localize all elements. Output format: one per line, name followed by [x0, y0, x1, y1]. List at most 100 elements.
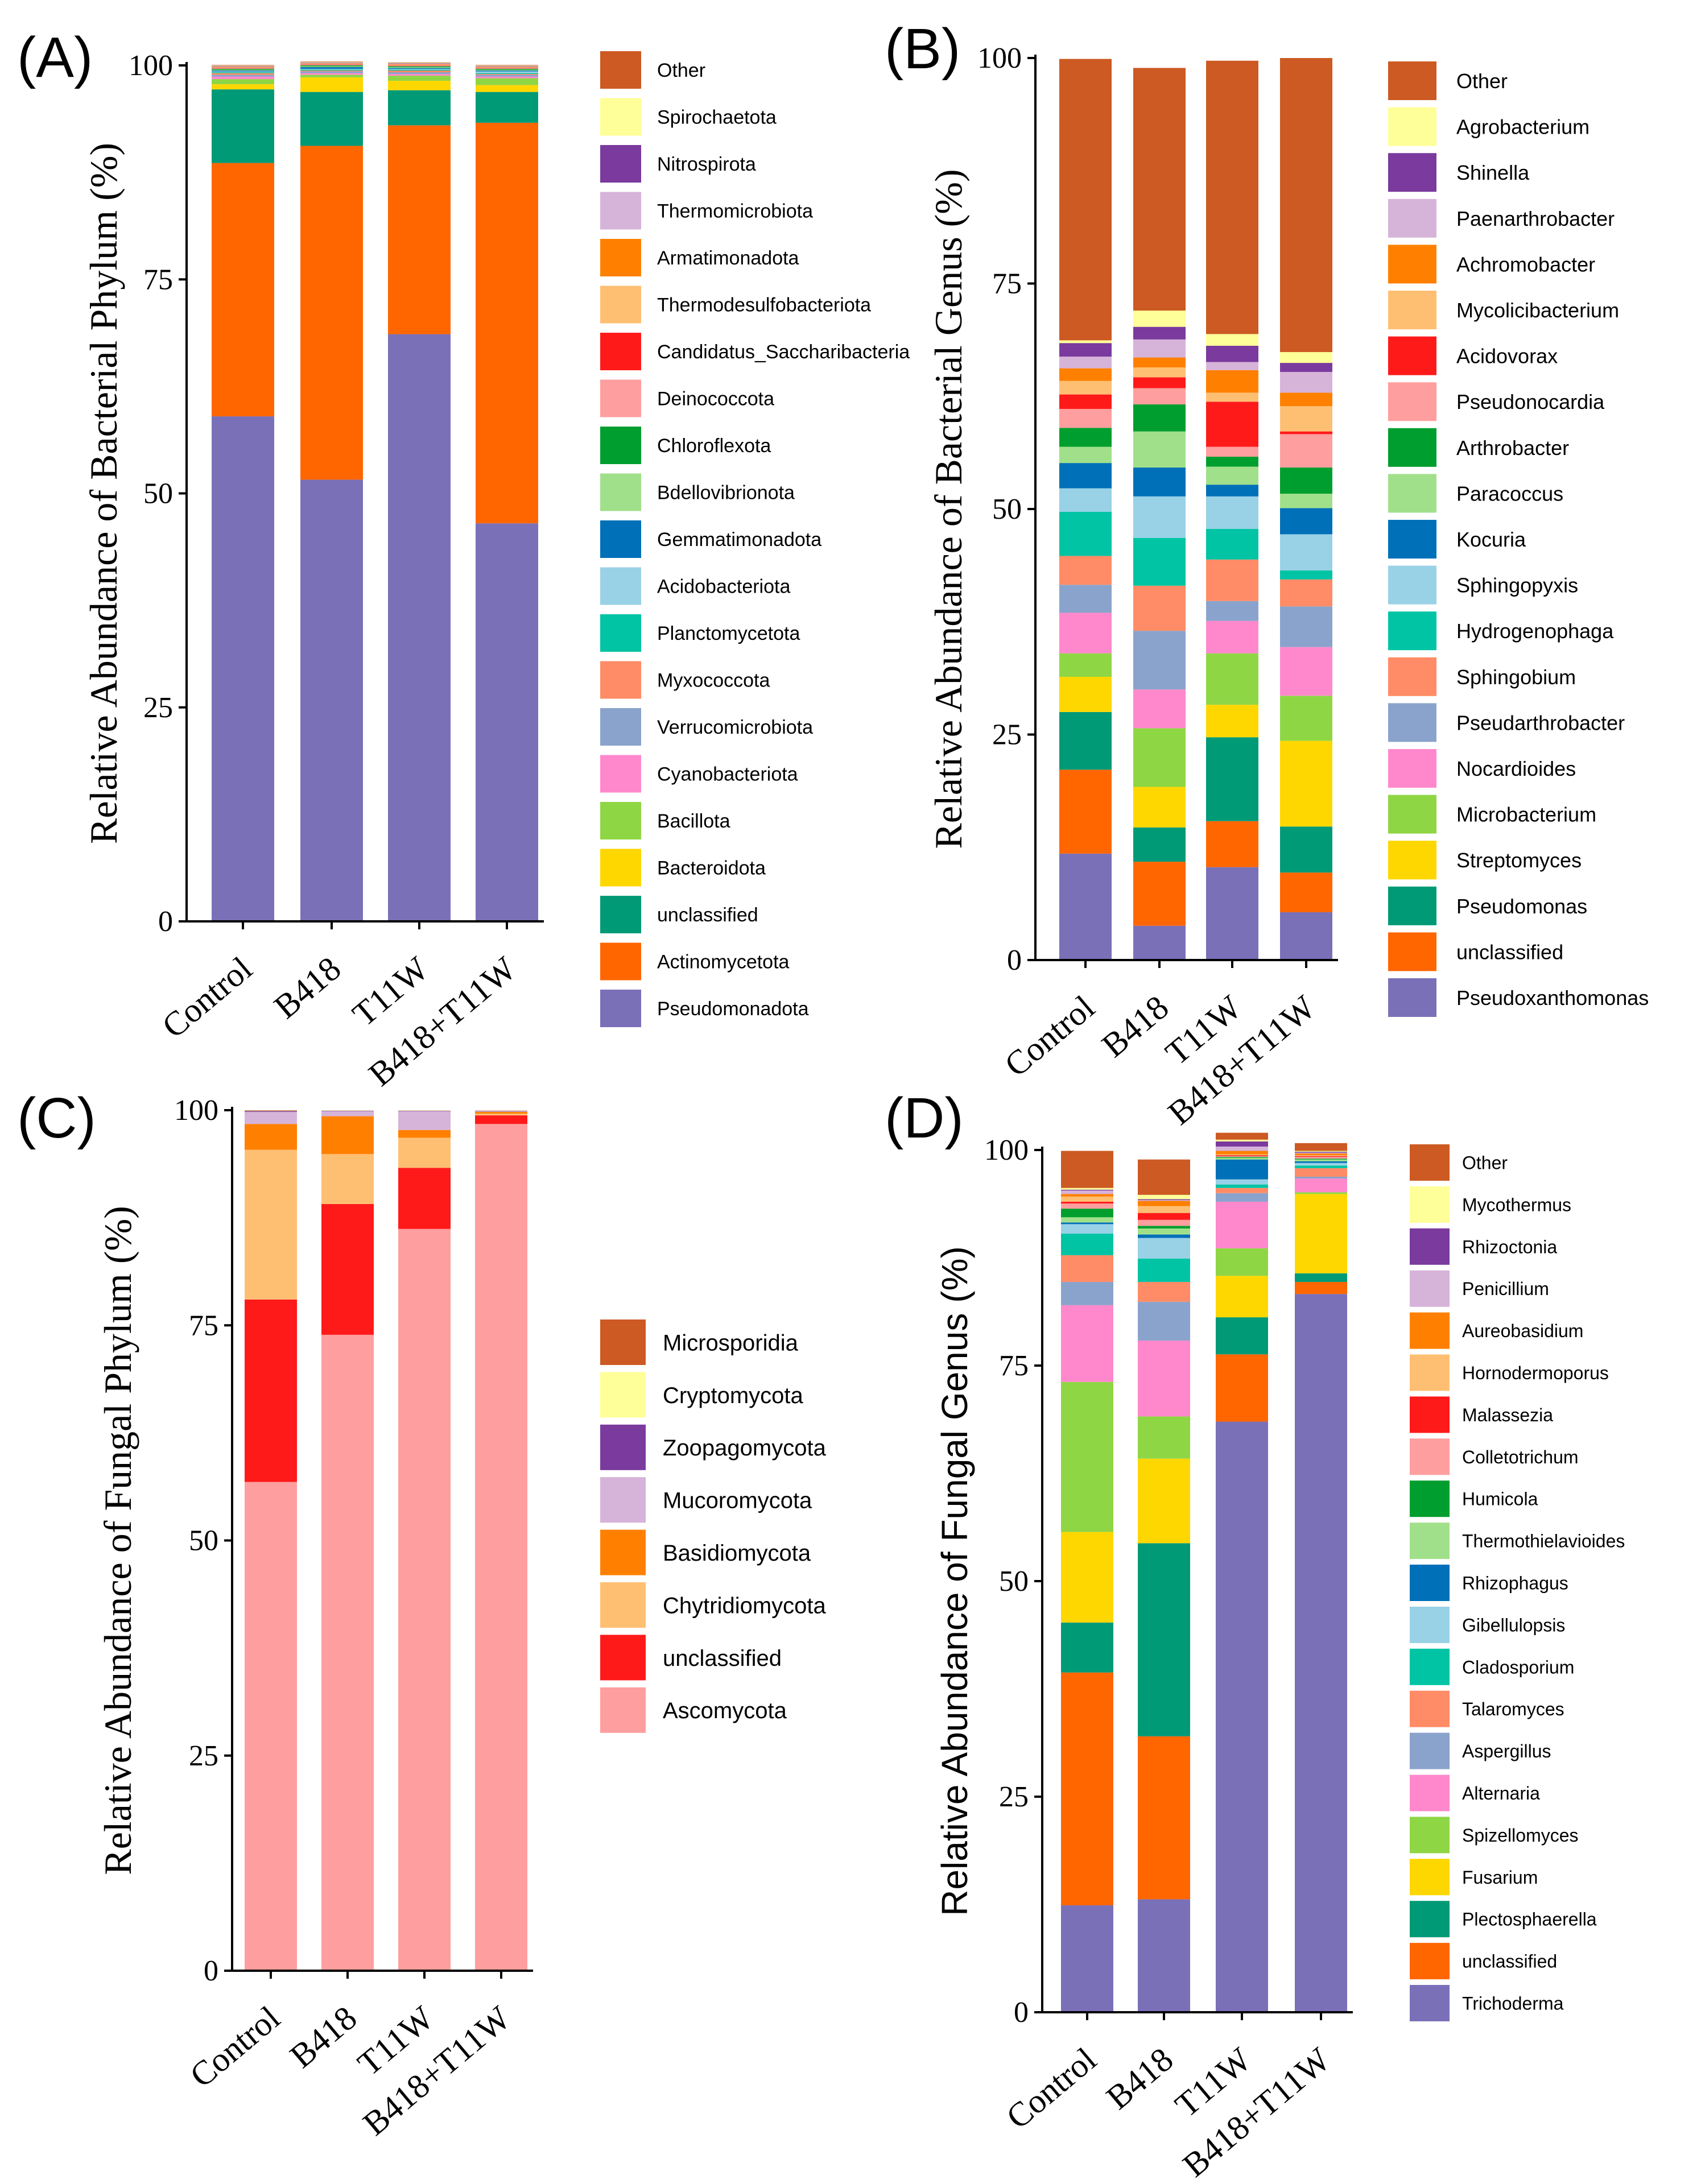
bar-segment-mycolicibacterium-b418: [1133, 367, 1186, 378]
legend-swatch-microbacterium: [1388, 795, 1436, 834]
bar-segment-talaromyces-control: [1061, 1255, 1113, 1282]
bar-segment-pseudomonadota-control: [212, 416, 274, 921]
bar-segment-cladosporium-control: [1061, 1234, 1113, 1255]
legend-label-aspergillus: Aspergillus: [1462, 1741, 1551, 1761]
bar-segment-pseudomonadota-t11w: [388, 334, 451, 921]
bar-segment-hornodermoporus-b418: [1138, 1206, 1190, 1213]
bar-segment-streptomyces-t11w: [1206, 705, 1258, 738]
bar-segment-paenarthrobacter-control: [1059, 356, 1112, 369]
bar-segment-other-b418: [300, 61, 363, 62]
bar-segment-armatimonadota-b418: [300, 63, 363, 64]
bar-segment-unclassified-b418-t11w: [1295, 1281, 1347, 1294]
x-tick-label-b418: B418: [283, 1999, 364, 2075]
legend-label-pseudarthrobacter: Pseudarthrobacter: [1456, 711, 1625, 734]
bar-segment-unclassified-b418: [300, 92, 363, 146]
legend-label-arthrobacter: Arthrobacter: [1456, 436, 1569, 460]
bar-segment-hornodermoporus-b418-t11w: [1295, 1155, 1347, 1156]
legend-label-agrobacterium: Agrobacterium: [1456, 115, 1589, 139]
bar-segment-aureobasidium-t11w: [1216, 1151, 1268, 1155]
legend-swatch-unclassified: [1388, 932, 1436, 971]
legend-label-other: Other: [1462, 1153, 1508, 1173]
y-tick-label-0: 0: [204, 1955, 218, 1987]
legend-swatch-arthrobacter: [1388, 428, 1436, 467]
bar-segment-malassezia-t11w: [1216, 1155, 1268, 1156]
legend-label-aureobasidium: Aureobasidium: [1462, 1321, 1583, 1341]
bar-segment-plectosphaerella-t11w: [1216, 1317, 1268, 1355]
legend-label-myxococcota: Myxococcota: [657, 670, 770, 692]
legend-swatch-bacillota: [600, 802, 641, 839]
bar-segment-agrobacterium-t11w: [1206, 334, 1258, 346]
legend-label-actinomycetota: Actinomycetota: [657, 952, 790, 973]
bar-segment-cladosporium-b418-t11w: [1295, 1165, 1347, 1168]
legend-swatch-mycolicibacterium: [1388, 291, 1436, 329]
bar-segment-other-b418-t11w: [1295, 1143, 1347, 1151]
bar-segment-deinococcota-b418-t11w: [476, 68, 538, 69]
bar-segment-thermodesulfobacteriota-b418-t11w: [476, 67, 538, 68]
bar-segment-bacteroidota-t11w: [388, 81, 451, 90]
legend-label-unclassified: unclassified: [1456, 940, 1563, 963]
bar-segment-alternaria-b418-t11w: [1295, 1178, 1347, 1193]
bar-segment-humicola-t11w: [1216, 1157, 1268, 1158]
bar-segment-paenarthrobacter-t11w: [1206, 362, 1258, 370]
legend-swatch-other: [1388, 61, 1436, 100]
bar-segment-hornodermoporus-t11w: [1216, 1154, 1268, 1156]
bar-segment-pseudonocardia-control: [1059, 408, 1112, 428]
bar-segment-microbacterium-control: [1059, 653, 1112, 677]
bar-segment-sphingobium-b418-t11w: [1280, 579, 1332, 607]
bar-segment-pseudomonas-b418-t11w: [1280, 826, 1332, 873]
bar-segment-aspergillus-control: [1061, 1281, 1113, 1305]
legend-swatch-alternaria: [1410, 1774, 1450, 1811]
legend-label-sphingopyxis: Sphingopyxis: [1456, 574, 1578, 597]
y-tick-label-75: 75: [992, 268, 1022, 300]
bar-segment-rhizophagus-control: [1061, 1222, 1113, 1225]
bar-segment-colletotrichum-b418-t11w: [1295, 1157, 1347, 1159]
bar-segment-cryptomycota-b418: [321, 1110, 374, 1111]
legend-label-chloroflexota: Chloroflexota: [657, 435, 771, 457]
y-tick-label-0: 0: [158, 905, 173, 938]
legend-label-spirochaetota: Spirochaetota: [657, 107, 777, 129]
bar-segment-achromobacter-b418: [1133, 357, 1186, 367]
bar-segment-streptomyces-b418-t11w: [1280, 741, 1332, 827]
panel-letter: (B): [885, 17, 960, 81]
bar-segment-basidiomycota-t11w: [398, 1130, 451, 1138]
bar-segment-spirochaetota-control: [212, 65, 274, 66]
bar-segment-unclassified-b418-t11w: [475, 1115, 527, 1124]
legend-swatch-aspergillus: [1410, 1732, 1450, 1769]
legend-label-kocuria: Kocuria: [1456, 528, 1526, 551]
bar-segment-rhizoctonia-b418: [1138, 1199, 1190, 1200]
bar-segment-actinomycetota-control: [212, 163, 274, 417]
bar-segment-other-t11w: [1216, 1132, 1268, 1140]
legend-label-verrucomicrobiota: Verrucomicrobiota: [657, 717, 813, 738]
legend-swatch-sphingopyxis: [1388, 565, 1436, 605]
bar-segment-spizellomyces-t11w: [1216, 1248, 1268, 1276]
bar-segment-mycothermus-b418-t11w: [1295, 1151, 1347, 1152]
bar-segment-cryptomycota-t11w: [398, 1110, 451, 1111]
bar-segment-planctomycetota-t11w: [388, 69, 451, 71]
legend-label-paracoccus: Paracoccus: [1456, 482, 1563, 505]
bar-segment-mucoromycota-control: [245, 1112, 297, 1124]
bar-segment-bdellovibrionota-b418-t11w: [476, 69, 538, 71]
x-tick-label-b418: B418: [1095, 988, 1175, 1064]
bar-segment-aspergillus-b418: [1138, 1301, 1190, 1341]
bar-segment-fusarium-control: [1061, 1532, 1113, 1623]
bar-segment-trichoderma-b418-t11w: [1295, 1294, 1347, 2012]
bar-segment-achromobacter-t11w: [1206, 370, 1258, 393]
legend-label-malassezia: Malassezia: [1462, 1405, 1553, 1425]
bar-segment-unclassified-b418: [321, 1203, 374, 1335]
y-tick-label-100: 100: [977, 42, 1022, 75]
bar-segment-rhizoctonia-b418-t11w: [1295, 1152, 1347, 1153]
legend-label-achromobacter: Achromobacter: [1456, 253, 1595, 276]
bar-segment-actinomycetota-b418-t11w: [476, 122, 538, 524]
bar-segment-kocuria-b418: [1133, 468, 1186, 497]
bar-segment-chytridiomycota-b418: [321, 1154, 374, 1204]
bar-segment-acidobacteriota-control: [212, 71, 274, 73]
legend-swatch-trichoderma: [1410, 1985, 1450, 2021]
bar-segment-unclassified-control: [245, 1299, 297, 1482]
legend-swatch-gibellulopsis: [1410, 1606, 1450, 1643]
legend-label-streptomyces: Streptomyces: [1456, 849, 1582, 872]
bar-segment-bacillota-b418: [300, 75, 363, 78]
legend-swatch-nocardioides: [1388, 749, 1436, 788]
legend-label-planctomycetota: Planctomycetota: [657, 623, 800, 644]
legend-label-bacillota: Bacillota: [657, 810, 730, 832]
